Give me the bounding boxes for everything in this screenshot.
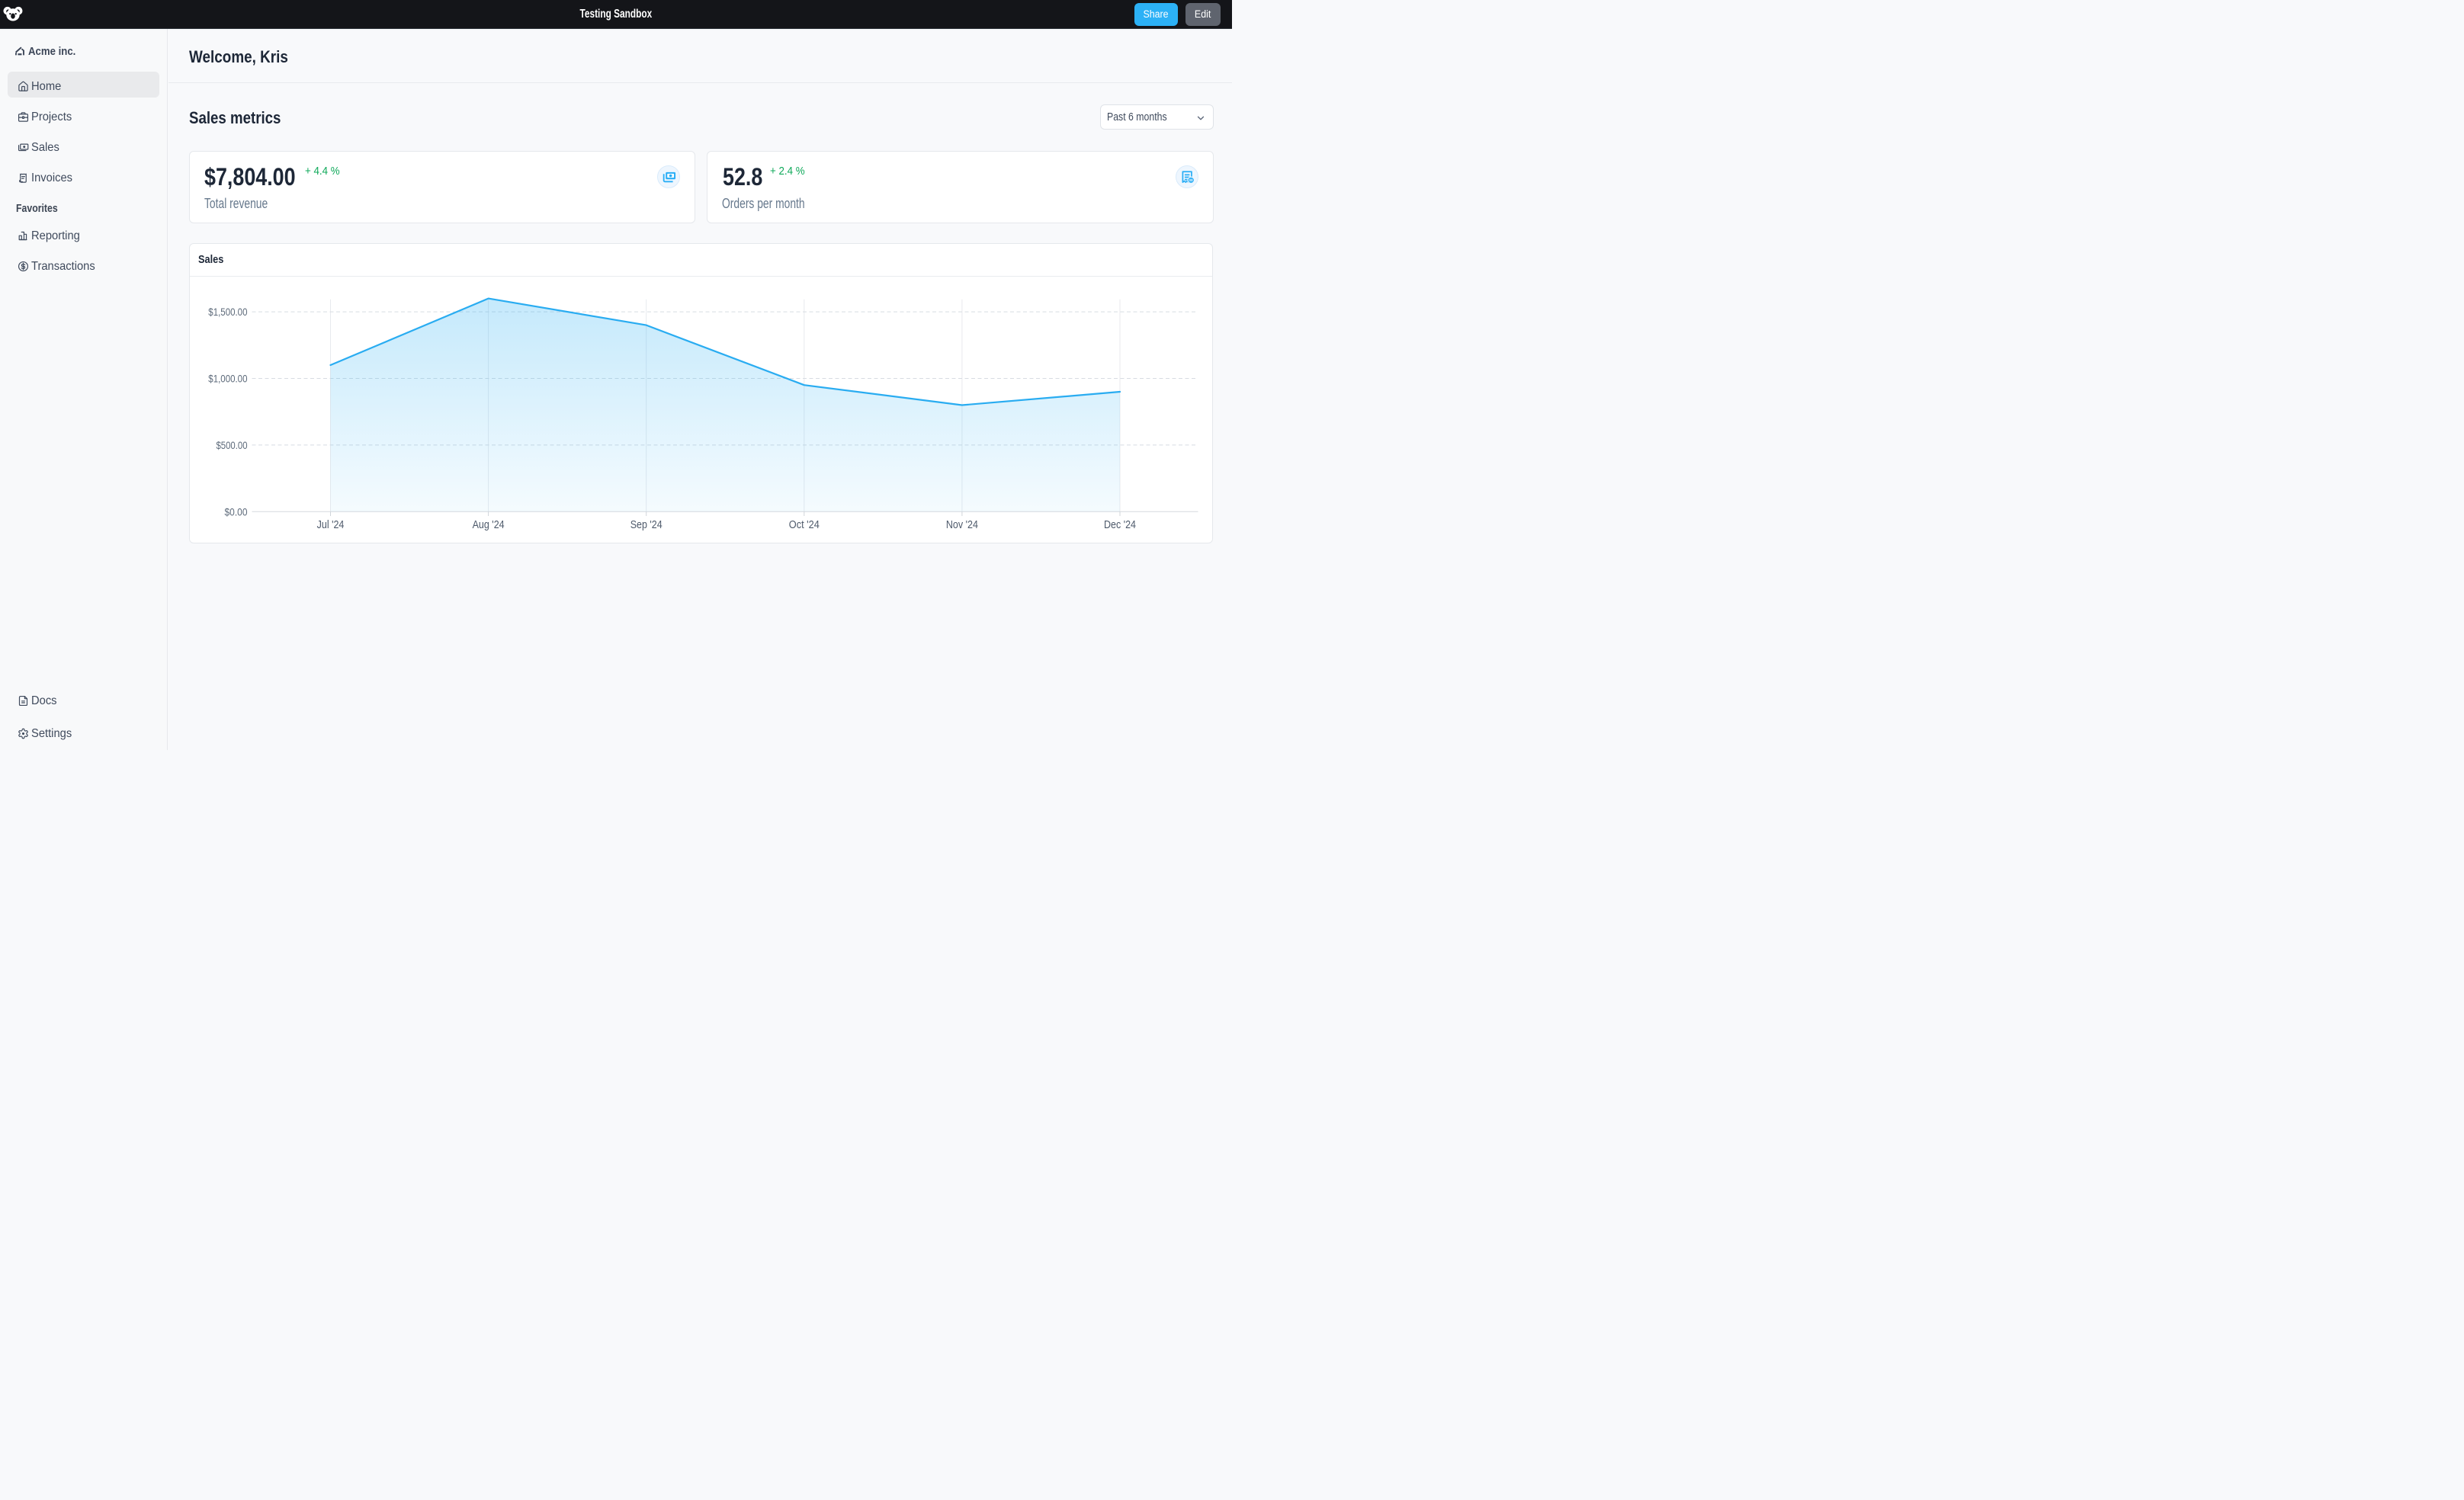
svg-text:Jul '24: Jul '24 (316, 518, 344, 531)
svg-text:Aug '24: Aug '24 (472, 518, 504, 531)
svg-text:Sep '24: Sep '24 (630, 518, 662, 531)
svg-text:$1,500.00: $1,500.00 (208, 306, 247, 318)
svg-text:$1,000.00: $1,000.00 (208, 373, 247, 385)
svg-text:$500.00: $500.00 (216, 439, 247, 451)
svg-text:Oct '24: Oct '24 (788, 518, 819, 531)
svg-text:$0.00: $0.00 (224, 506, 247, 518)
svg-text:Dec '24: Dec '24 (1104, 518, 1136, 531)
svg-text:Nov '24: Nov '24 (945, 518, 977, 531)
